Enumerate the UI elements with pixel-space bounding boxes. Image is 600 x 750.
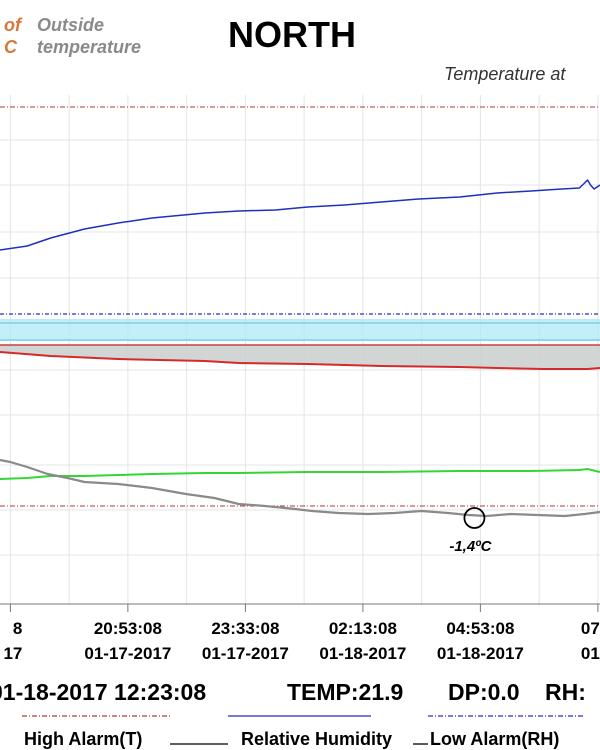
temperature-band-fill (0, 345, 600, 369)
x-tick-label-time: 07 (581, 619, 600, 638)
x-tick-label-date: 17 (3, 644, 22, 663)
status-timestamp: 01-18-2017 12:23:08 (0, 679, 206, 705)
legend: High Alarm(T) Relative Humidity Low Alarm(… (22, 715, 585, 749)
x-tick-label-time: 23:33:08 (211, 619, 279, 638)
outside-label-line2: temperature (37, 37, 142, 57)
status-dewpoint: DP:0.0 (448, 679, 520, 705)
series-layer (0, 179, 600, 518)
series-dew-point (0, 468, 600, 480)
x-tick-label-time: 04:53:08 (446, 619, 514, 638)
x-tick-label-date: 01- (581, 644, 600, 663)
legend-label-0: High Alarm(T) (24, 729, 142, 749)
rh-comfort-band (0, 319, 600, 341)
x-tick-label-time: 02:13:08 (329, 619, 397, 638)
x-axis: 8 17 20:53:08 01-17-2017 23:33:08 01-17-2017 0… (3, 604, 600, 663)
x-tick-label-date: 01-17-2017 (84, 644, 171, 663)
annotation-circle (463, 507, 486, 529)
bands-layer (0, 106, 600, 507)
x-tick-label-date: 01-17-2017 (202, 644, 289, 663)
x-tick-label-date: 01-18-2017 (319, 644, 406, 663)
annotation-label: -1,4ºC (449, 538, 492, 555)
legend-fragment-line1: of (4, 15, 21, 35)
status-bar: 01-18-2017 12:23:08 TEMP:21.9 DP:0.0 RH: (0, 679, 586, 705)
series-outside-temperature (0, 458, 600, 518)
outside-label-line1: Outside (37, 15, 105, 35)
x-tick-label-time: 20:53:08 (94, 619, 162, 638)
chart-subtitle: Temperature at (444, 64, 566, 84)
status-rh: RH: (545, 679, 586, 705)
chart-title: NORTH (228, 14, 356, 55)
legend-label-1: Relative Humidity (241, 729, 392, 749)
x-tick-label-date: 01-18-2017 (437, 644, 524, 663)
annotation-layer: -1,4ºC (449, 507, 493, 555)
series-relative-humidity (0, 179, 600, 251)
outside-temperature-label: Outside temperature (37, 14, 141, 58)
legend-label-2: Low Alarm(RH) (430, 729, 559, 749)
status-temp: TEMP:21.9 (287, 679, 403, 705)
x-tick-label-time: 8 (13, 619, 22, 638)
legend-fragment-left: of C (4, 14, 21, 58)
legend-fragment-line2: C (4, 37, 17, 57)
series-temperature (0, 351, 600, 370)
